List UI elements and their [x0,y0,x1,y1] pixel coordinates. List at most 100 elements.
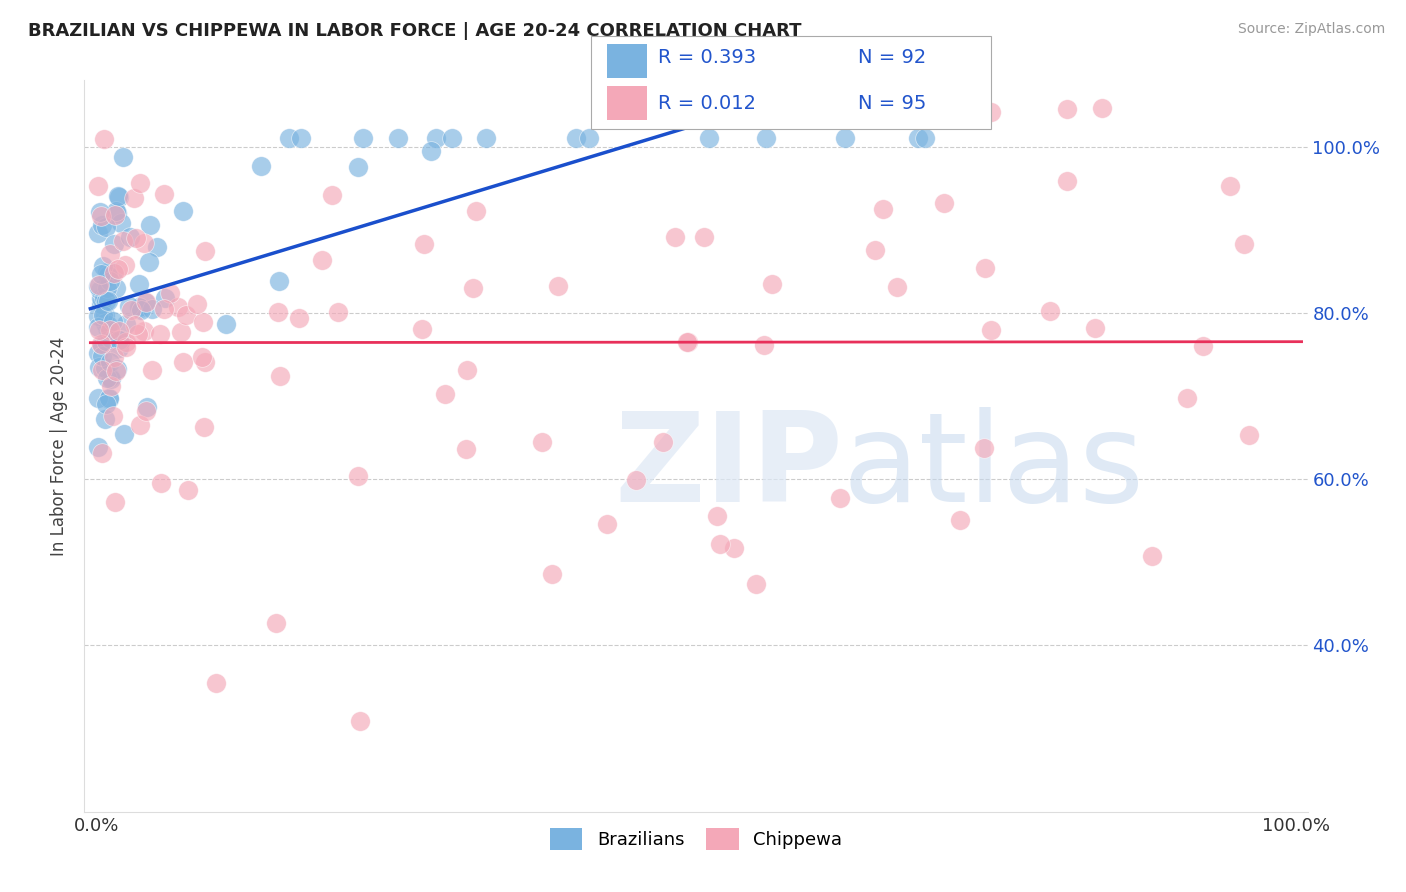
Point [103,266,125,280]
Point [87,322,110,336]
Point [264,616,287,631]
Point [104,208,127,222]
Point [973,442,995,456]
Point [169,326,191,340]
Point [186,297,208,311]
Point [547,278,569,293]
Text: R = 0.012: R = 0.012 [658,94,756,112]
Point [595,517,617,532]
Point [86,226,108,240]
Point [105,206,128,220]
Point [98,274,121,288]
Point [652,435,675,450]
Point [872,202,894,216]
Point [980,104,1002,119]
Point [114,317,136,331]
Point [456,362,478,376]
Point [176,308,198,322]
Point [541,566,564,581]
Point [129,303,152,318]
Point [664,229,686,244]
Point [98,246,121,260]
Point [90,291,112,305]
Point [149,326,172,341]
Point [139,219,162,233]
Point [565,131,588,145]
Text: N = 95: N = 95 [858,94,927,112]
Point [104,495,127,509]
Point [1219,179,1241,194]
Point [761,277,783,291]
Point [115,334,138,349]
Point [277,131,299,145]
Y-axis label: In Labor Force | Age 20-24: In Labor Force | Age 20-24 [51,336,69,556]
Point [107,261,129,276]
Point [419,144,441,158]
Point [87,319,110,334]
Point [205,676,228,690]
Point [89,205,111,219]
Point [166,300,188,314]
Point [91,218,114,232]
Point [124,318,146,332]
Text: ZIP: ZIP [614,408,842,528]
Point [86,392,108,406]
Point [440,131,463,145]
Point [1039,304,1062,318]
Point [914,131,936,145]
Point [624,473,647,487]
Point [120,302,142,317]
Point [97,268,120,283]
Point [132,324,155,338]
Point [129,176,152,190]
Point [347,469,370,483]
Point [87,346,110,360]
Point [110,216,132,230]
Point [125,231,148,245]
Point [91,259,114,273]
Point [87,178,110,193]
Point [193,315,215,329]
Point [90,363,112,377]
Point [980,323,1002,337]
Point [89,277,111,292]
Point [676,334,699,349]
Point [132,236,155,251]
Point [90,267,112,281]
Point [464,204,486,219]
Point [86,279,108,293]
Point [152,301,174,316]
Point [108,190,131,204]
Point [269,274,291,288]
Point [194,355,217,369]
Point [1233,237,1256,252]
Point [1175,391,1198,405]
Point [90,337,112,351]
Point [96,371,118,385]
Point [98,354,121,368]
Point [349,714,371,728]
Point [91,349,114,363]
Point [172,355,194,369]
Point [193,419,215,434]
Point [110,333,132,347]
Point [352,131,374,145]
Point [127,327,149,342]
Point [101,409,124,424]
Point [177,483,200,497]
Point [693,230,716,244]
Point [145,240,167,254]
Point [107,333,129,347]
Point [863,244,886,258]
Point [93,291,115,305]
Point [215,317,238,331]
Point [128,301,150,315]
Point [1239,427,1261,442]
Point [413,237,436,252]
Point [86,440,108,454]
Point [101,265,124,279]
Point [1192,339,1215,353]
Point [134,295,156,310]
Point [107,324,129,338]
Point [387,131,409,145]
